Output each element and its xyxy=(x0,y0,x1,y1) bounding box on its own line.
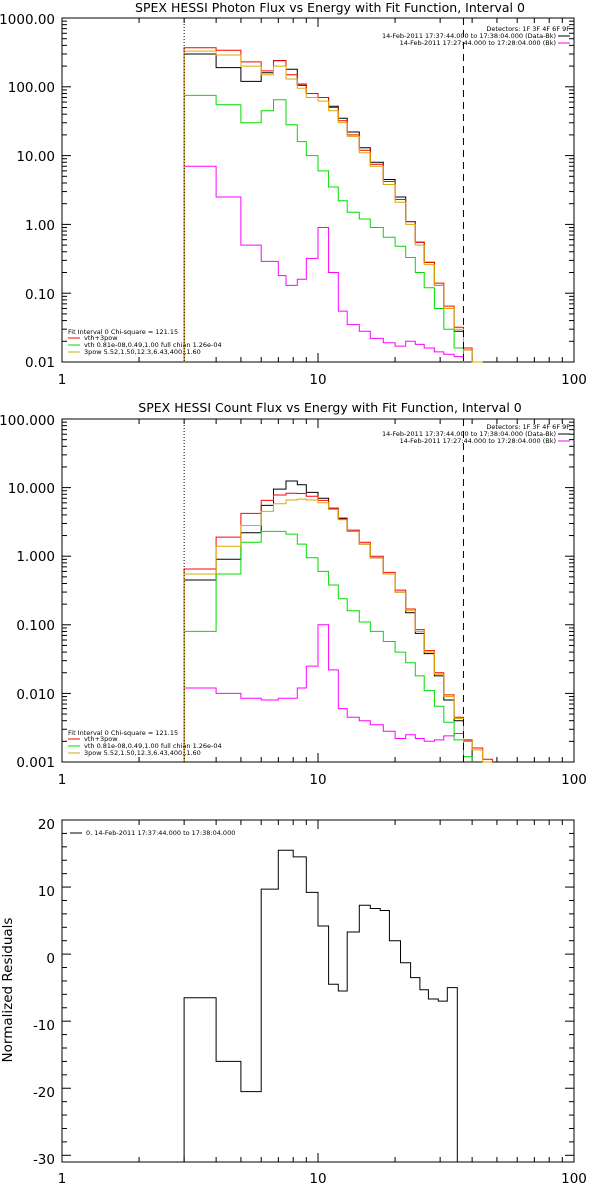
photon-y-tick-label: 100.00 xyxy=(8,80,55,96)
photon-y-tick-label: 1.00 xyxy=(25,218,55,234)
residuals-legend: 0. 14-Feb-2011 17:37:44.000 to 17:38:04.… xyxy=(70,829,235,837)
count-series xyxy=(183,480,493,763)
series-line-14-feb-2011-17-27-44-000-to-17-28-04-000 xyxy=(183,624,464,762)
residuals-panel: Normalized Residuals -30 -20 -10 0 10 20… xyxy=(0,817,587,1187)
residuals-y-tick-label: -10 xyxy=(33,1018,55,1034)
count-3pow-legend-label: 3pow 5.52,1.50,12.3,6.43,400.,1.60 xyxy=(84,749,201,757)
count-y-tick-label: 10.000 xyxy=(8,481,55,497)
series-line-0-14-feb-2011-17-37-44-000-to-17-38-04-0 xyxy=(183,849,458,1162)
photon-ticks xyxy=(61,17,574,363)
photon-x-tick-labels: 1 10 100 xyxy=(58,372,587,388)
photon-data-interval-line: 14-Feb-2011 17:37:44.000 to 17:38:04.000… xyxy=(382,32,556,40)
residuals-y-tick-label: 20 xyxy=(38,817,55,833)
photon-3pow-legend-label: 3pow 5.52,1.50,12.3,6.43,400.,1.60 xyxy=(84,348,201,356)
count-y-tick-label: 1.000 xyxy=(16,549,55,565)
residuals-y-axis-label: Normalized Residuals xyxy=(0,918,16,1063)
photon-x-tick-label: 10 xyxy=(309,372,326,388)
count-bk-interval-line: 14-Feb-2011 17:27:44.000 to 17:28:04.000… xyxy=(400,437,556,445)
count-fit-summary: Fit Interval 0 Chi-square = 121.15 xyxy=(68,729,178,737)
count-vth-legend-label: vth 0.81e-08,0.49,1.00 full chian 1.26e-… xyxy=(84,742,222,750)
count-fit-legend-label: vth+3pow xyxy=(84,735,118,743)
count-y-tick-label: 0.010 xyxy=(16,687,55,703)
series-line-3pow-5-52-1-50-12-3-6-43-400-1-60 xyxy=(183,498,493,763)
count-y-tick-labels: 0.001 0.010 0.100 1.000 10.000 100.000 xyxy=(0,413,55,771)
count-y-tick-label: 100.000 xyxy=(0,413,55,429)
residuals-y-tick-label: 10 xyxy=(38,884,55,900)
residuals-y-tick-labels: -30 -20 -10 0 10 20 xyxy=(33,817,55,1168)
photon-plot-frame xyxy=(61,17,575,363)
series-line-14-feb-2011-17-27-44-000-to-17-28-04-000 xyxy=(183,165,464,362)
photon-detectors-line: Detectors: 1F 3F 4F 6F 9F xyxy=(486,25,570,33)
photon-fit-legend: Fit Interval 0 Chi-square = 121.15 vth+3… xyxy=(68,328,222,356)
photon-y-tick-labels: 0.01 0.10 1.00 10.00 100.00 1000.00 xyxy=(0,12,55,371)
count-fit-legend: Fit Interval 0 Chi-square = 121.15 vth+3… xyxy=(68,729,222,757)
photon-series xyxy=(183,47,483,363)
count-energy-range-lines xyxy=(183,419,464,762)
photon-x-tick-label: 1 xyxy=(58,372,67,388)
photon-bk-interval-line: 14-Feb-2011 17:27:44.000 to 17:28:04.000… xyxy=(400,39,556,47)
count-y-tick-label: 0.001 xyxy=(16,755,55,771)
series-line-vth-3pow xyxy=(183,492,493,762)
residuals-plot-frame xyxy=(61,819,575,1163)
series-line-vth-3pow xyxy=(183,47,483,363)
residuals-x-tick-label: 1 xyxy=(58,1171,67,1187)
count-header-text: Detectors: 1F 3F 4F 6F 9F 14-Feb-2011 17… xyxy=(382,423,570,445)
count-flux-panel: SPEX HESSI Count Flux vs Energy with Fit… xyxy=(0,400,587,788)
series-line-14-feb-2011-17-37-44-000-to-17-38-04-000 xyxy=(183,480,473,762)
count-ticks xyxy=(61,418,574,763)
photon-flux-panel: SPEX HESSI Photon Flux vs Energy with Fi… xyxy=(0,0,587,388)
count-data-interval-line: 14-Feb-2011 17:37:44.000 to 17:38:04.000… xyxy=(382,430,556,438)
series-line-vth-0-81e-08-0-49-1-00-full-chian-1-26e- xyxy=(183,94,464,362)
photon-fit-summary: Fit Interval 0 Chi-square = 121.15 xyxy=(68,328,178,336)
photon-y-tick-label: 10.00 xyxy=(16,149,55,165)
count-x-tick-label: 1 xyxy=(58,772,67,788)
series-line-vth-0-81e-08-0-49-1-00-full-chian-1-26e- xyxy=(183,530,473,762)
photon-fit-legend-label: vth+3pow xyxy=(84,334,118,342)
photon-energy-range-lines xyxy=(183,18,464,362)
residuals-series xyxy=(183,849,458,1162)
residuals-y-tick-label: -20 xyxy=(33,1085,55,1101)
count-chart-title: SPEX HESSI Count Flux vs Energy with Fit… xyxy=(138,400,521,415)
count-plot-frame xyxy=(61,418,575,763)
residuals-y-tick-label: 0 xyxy=(46,951,55,967)
residuals-x-tick-label: 10 xyxy=(309,1171,326,1187)
count-x-tick-label: 100 xyxy=(561,772,587,788)
photon-x-tick-label: 100 xyxy=(561,372,587,388)
residuals-x-tick-labels: 1 10 100 xyxy=(58,1171,587,1187)
photon-y-tick-label: 1000.00 xyxy=(0,12,55,28)
count-x-tick-label: 10 xyxy=(309,772,326,788)
count-detectors-line: Detectors: 1F 3F 4F 6F 9F xyxy=(486,423,570,431)
count-x-tick-labels: 1 10 100 xyxy=(58,772,587,788)
residuals-ticks xyxy=(61,819,574,1162)
photon-y-tick-label: 0.10 xyxy=(25,287,55,303)
count-y-tick-label: 0.100 xyxy=(16,618,55,634)
residuals-x-tick-label: 100 xyxy=(561,1171,587,1187)
residuals-y-tick-label: -30 xyxy=(33,1152,55,1168)
residuals-legend-label: 0. 14-Feb-2011 17:37:44.000 to 17:38:04.… xyxy=(86,829,235,837)
photon-y-tick-label: 0.01 xyxy=(25,355,55,371)
photon-header-text: Detectors: 1F 3F 4F 6F 9F 14-Feb-2011 17… xyxy=(382,25,570,47)
series-line-3pow-5-52-1-50-12-3-6-43-400-1-60 xyxy=(183,50,483,363)
photon-vth-legend-label: vth 0.81e-08,0.49,1.00 full chian 1.26e-… xyxy=(84,341,222,349)
photon-chart-title: SPEX HESSI Photon Flux vs Energy with Fi… xyxy=(135,0,525,15)
